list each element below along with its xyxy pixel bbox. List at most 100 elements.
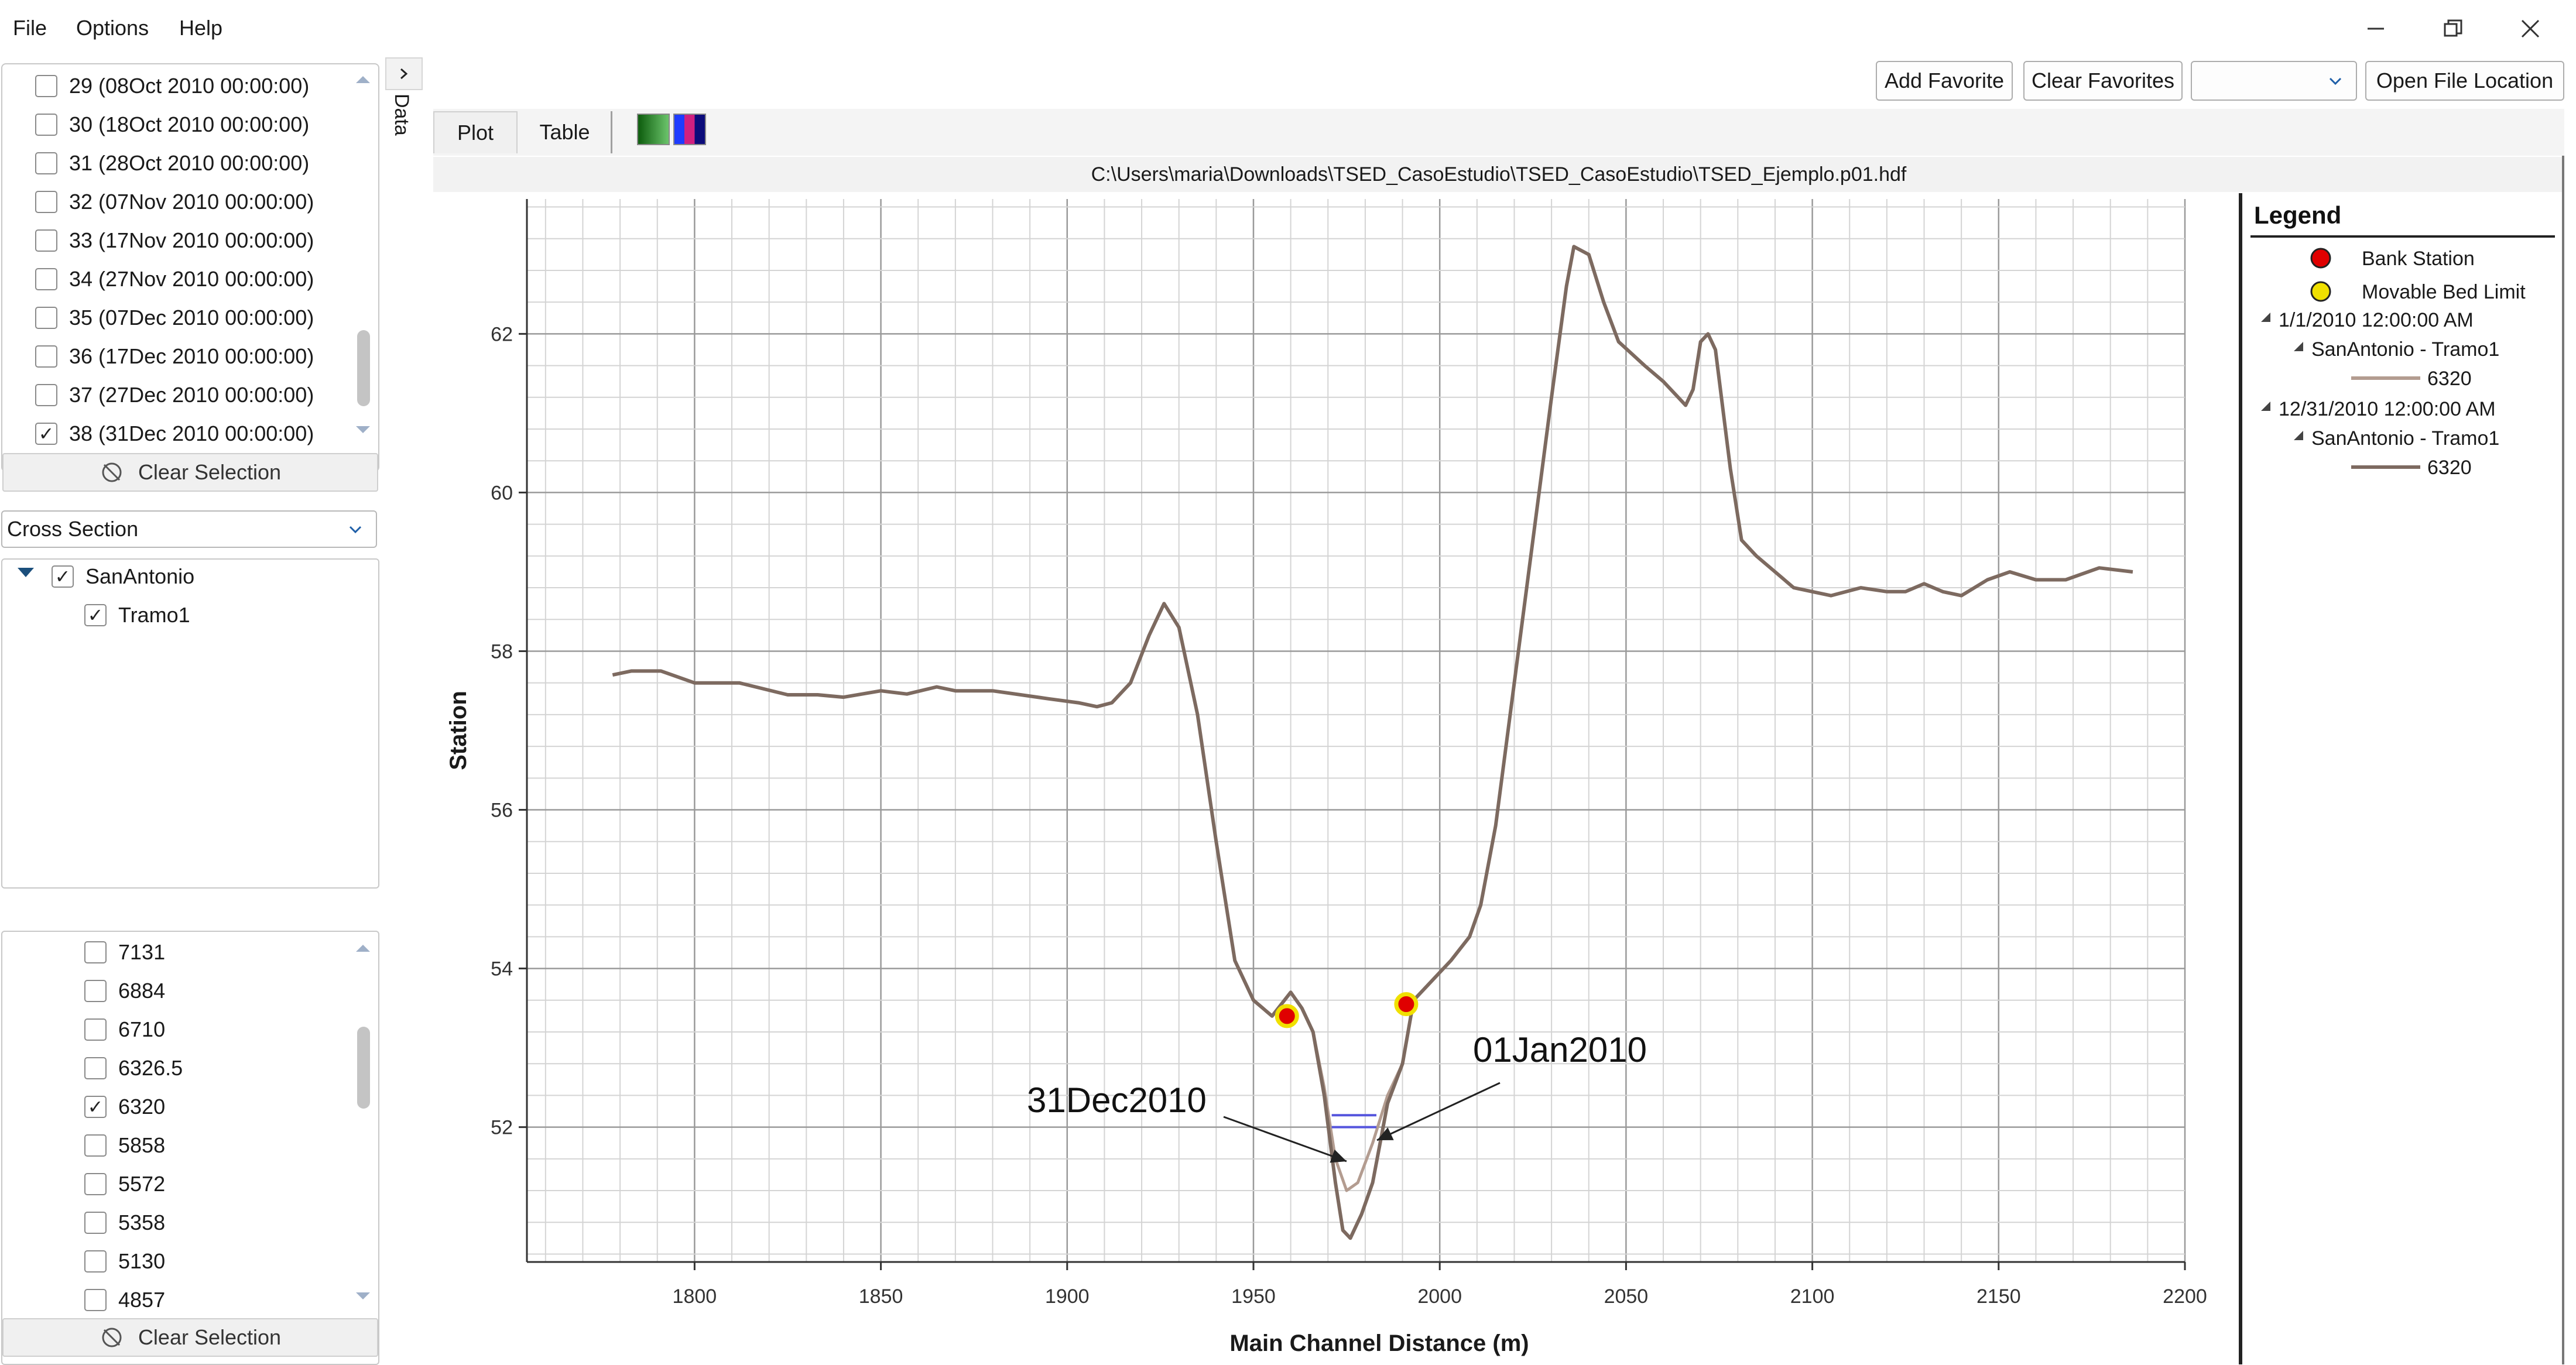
station-item[interactable]: 4857 — [84, 1283, 165, 1317]
scroll-thumb[interactable] — [357, 1027, 370, 1109]
station-checkbox[interactable]: ✓ — [84, 1096, 107, 1118]
station-item[interactable]: 6884 — [84, 974, 165, 1008]
time-step-item[interactable]: 34 (27Nov 2010 00:00:00) — [35, 262, 314, 296]
movable-bed-legend-icon — [2310, 281, 2331, 302]
station-item[interactable]: 5572 — [84, 1167, 165, 1201]
menu-bar: File Options Help — [0, 0, 2576, 57]
station-item[interactable]: ✓ 6320 — [84, 1090, 165, 1124]
x-tick-label: 2150 — [1976, 1285, 2021, 1308]
color-scheme-multi-icon[interactable] — [673, 114, 706, 145]
clear-selection-label: Clear Selection — [138, 1325, 282, 1349]
time-step-label: 35 (07Dec 2010 00:00:00) — [69, 306, 314, 330]
tree-reach[interactable]: ✓ Tramo1 — [84, 598, 190, 632]
time-step-item[interactable]: 33 (17Nov 2010 00:00:00) — [35, 224, 314, 258]
station-checkbox[interactable] — [84, 1173, 107, 1195]
legend-group-time: 1/1/2010 12:00:00 AM — [2279, 309, 2474, 331]
menu-help[interactable]: Help — [179, 16, 223, 40]
station-item[interactable]: 5858 — [84, 1129, 165, 1162]
time-step-checkbox[interactable] — [35, 114, 57, 136]
x-tick-label: 1800 — [673, 1285, 717, 1308]
station-checkbox[interactable] — [84, 1134, 107, 1157]
station-checkbox[interactable] — [84, 980, 107, 1002]
bank-station-marker — [1394, 992, 1419, 1017]
expand-arrow-icon[interactable] — [18, 568, 34, 577]
bank-station-marker — [1275, 1004, 1299, 1028]
station-checkbox[interactable] — [84, 1057, 107, 1079]
scroll-thumb[interactable] — [357, 330, 370, 406]
legend-group-expander-icon — [2261, 313, 2270, 322]
time-step-label: 34 (27Nov 2010 00:00:00) — [69, 267, 314, 291]
time-step-item[interactable]: 35 (07Dec 2010 00:00:00) — [35, 301, 314, 335]
station-checkbox[interactable] — [84, 1250, 107, 1273]
restore-button[interactable] — [2424, 8, 2482, 49]
time-step-item[interactable]: 36 (17Dec 2010 00:00:00) — [35, 339, 314, 373]
open-file-location-button[interactable]: Open File Location — [2365, 61, 2564, 101]
river-checkbox[interactable]: ✓ — [52, 565, 74, 588]
time-list-scrollbar[interactable] — [354, 64, 372, 453]
tab-strip — [433, 109, 2564, 156]
reach-checkbox[interactable]: ✓ — [84, 604, 107, 626]
river-label: SanAntonio — [85, 564, 195, 588]
station-item[interactable]: 7131 — [84, 935, 165, 969]
time-step-item[interactable]: 29 (08Oct 2010 00:00:00) — [35, 69, 309, 103]
time-step-label: 30 (18Oct 2010 00:00:00) — [69, 112, 310, 136]
time-step-item[interactable]: 31 (28Oct 2010 00:00:00) — [35, 146, 309, 180]
series-line — [612, 245, 2133, 1192]
tab-plot[interactable]: Plot — [433, 111, 518, 153]
station-checkbox[interactable] — [84, 941, 107, 963]
data-panel-label[interactable]: Data — [390, 94, 413, 136]
legend-reach-expander-icon — [2294, 342, 2303, 351]
menu-file[interactable]: File — [13, 16, 47, 40]
time-step-item[interactable]: 37 (27Dec 2010 00:00:00) — [35, 378, 314, 412]
scroll-up-icon[interactable] — [356, 76, 370, 83]
station-checkbox[interactable] — [84, 1018, 107, 1041]
time-step-checkbox[interactable] — [35, 268, 57, 290]
legend-movable-bed-label: Movable Bed Limit — [2362, 281, 2526, 303]
time-step-checkbox[interactable] — [35, 345, 57, 368]
time-step-item[interactable]: ✓ 38 (31Dec 2010 00:00:00) — [35, 417, 314, 451]
annotation-31dec2010-arrow-line — [1223, 1116, 1347, 1162]
scroll-down-icon[interactable] — [356, 426, 370, 433]
station-item[interactable]: 5358 — [84, 1206, 165, 1240]
clear-selection-button[interactable]: Clear Selection — [2, 1318, 378, 1357]
favorites-select[interactable] — [2191, 61, 2357, 101]
time-step-checkbox[interactable] — [35, 75, 57, 97]
time-step-checkbox[interactable] — [35, 152, 57, 174]
time-step-checkbox[interactable] — [35, 191, 57, 213]
x-tick-label: 1850 — [859, 1285, 903, 1308]
station-label: 6710 — [118, 1017, 166, 1041]
station-checkbox[interactable] — [84, 1289, 107, 1311]
station-item[interactable]: 5130 — [84, 1244, 165, 1278]
station-item[interactable]: 6326.5 — [84, 1051, 183, 1085]
station-checkbox[interactable] — [84, 1212, 107, 1234]
x-tick-label: 2100 — [1790, 1285, 1835, 1308]
station-list-scrollbar[interactable] — [354, 932, 372, 1321]
time-step-checkbox[interactable] — [35, 307, 57, 329]
time-step-label: 33 (17Nov 2010 00:00:00) — [69, 228, 314, 252]
tree-river[interactable]: ✓ SanAntonio — [52, 560, 194, 594]
add-favorite-button[interactable]: Add Favorite — [1876, 61, 2013, 101]
y-tick-label: 58 — [491, 640, 513, 663]
time-step-checkbox[interactable] — [35, 384, 57, 406]
clear-favorites-button[interactable]: Clear Favorites — [2023, 61, 2183, 101]
time-step-label: 36 (17Dec 2010 00:00:00) — [69, 344, 314, 368]
close-button[interactable] — [2501, 8, 2560, 49]
color-scheme-green-icon[interactable] — [637, 114, 670, 145]
scroll-up-icon[interactable] — [356, 945, 370, 952]
time-step-checkbox[interactable] — [35, 229, 57, 252]
scroll-down-icon[interactable] — [356, 1292, 370, 1299]
minimize-button[interactable] — [2347, 8, 2405, 49]
collapse-panel-button[interactable] — [385, 57, 423, 90]
minimize-icon — [2368, 28, 2384, 30]
station-panel: 7131 6884 6710 6326.5 ✓ 6320 5858 5572 5358 5130 4… — [1, 931, 379, 1365]
station-item[interactable]: 6710 — [84, 1013, 165, 1047]
y-axis-label: Station — [446, 691, 471, 770]
menu-options[interactable]: Options — [76, 16, 149, 40]
tab-table[interactable]: Table — [519, 111, 612, 153]
time-step-checkbox[interactable]: ✓ — [35, 423, 57, 445]
output-type-select[interactable]: Cross Section — [1, 510, 377, 548]
time-step-item[interactable]: 32 (07Nov 2010 00:00:00) — [35, 185, 314, 219]
clear-selection-button[interactable]: Clear Selection — [2, 453, 378, 492]
time-step-item[interactable]: 30 (18Oct 2010 00:00:00) — [35, 108, 309, 142]
legend-group-time: 12/31/2010 12:00:00 AM — [2279, 398, 2496, 420]
